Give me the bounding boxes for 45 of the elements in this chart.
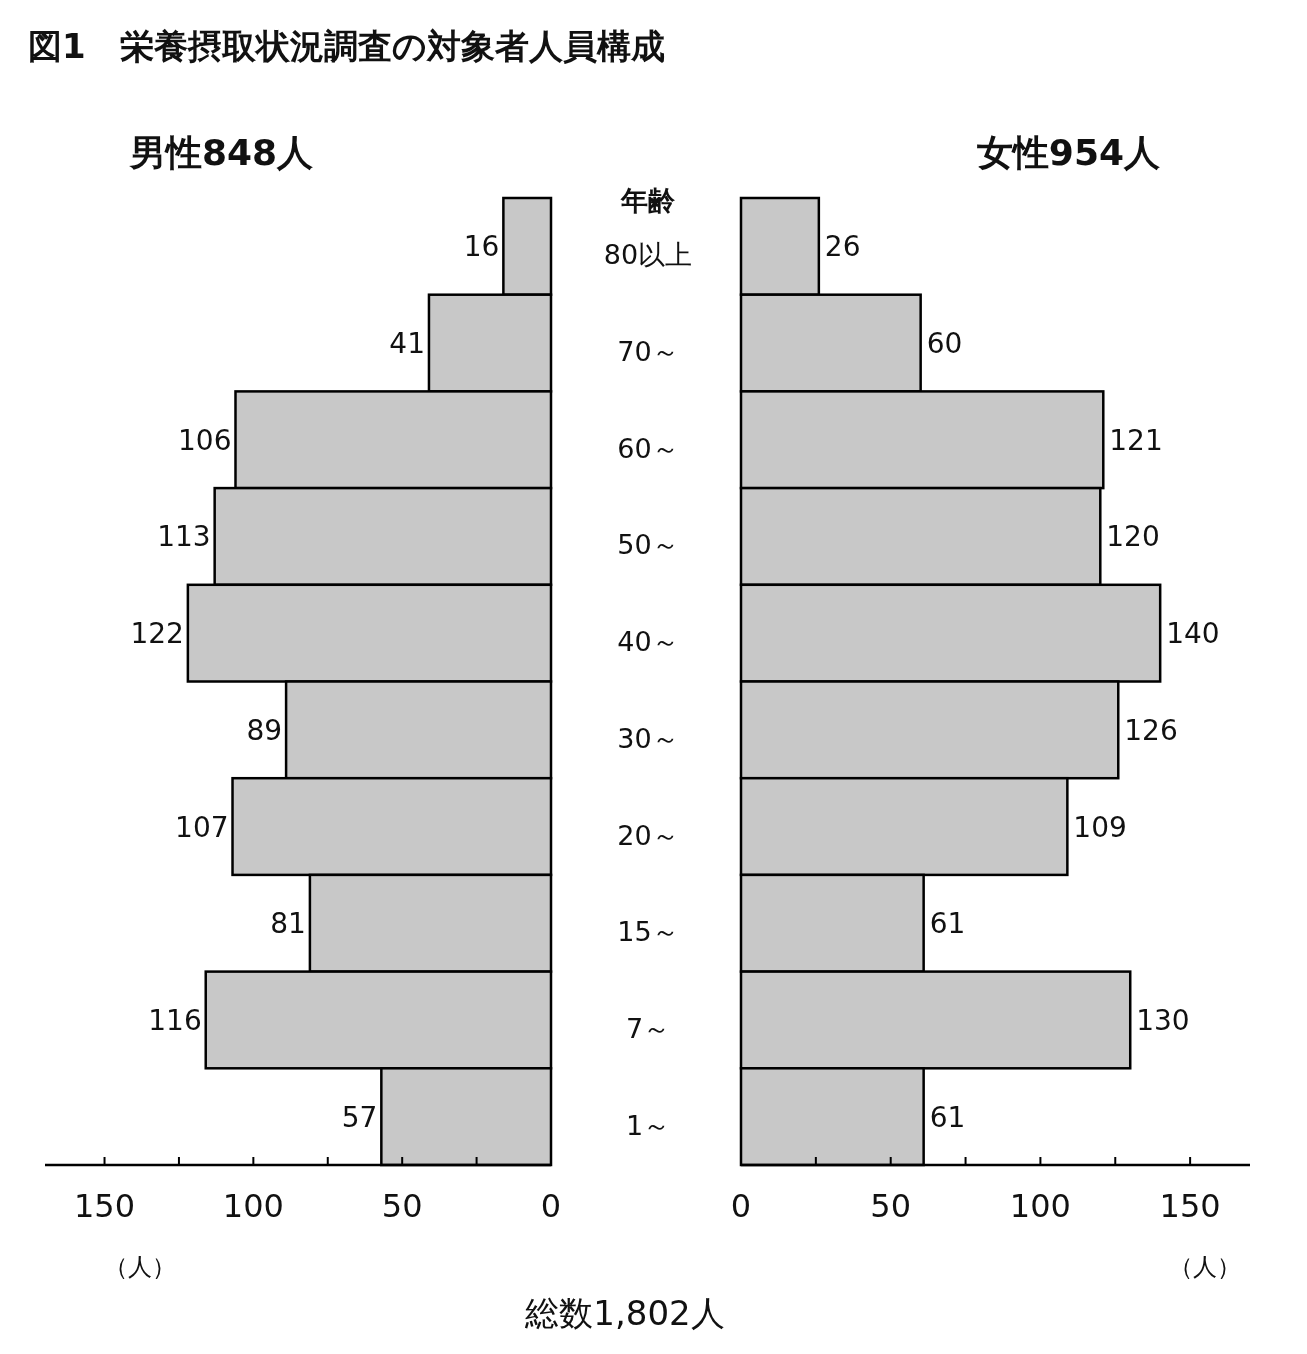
y-tick-label: 40～ xyxy=(617,626,679,658)
data-label: 60 xyxy=(926,327,963,361)
y-tick-label: 7～ xyxy=(625,1012,671,1044)
y-axis-title: 年齢 xyxy=(620,185,675,216)
chart-subtitle: 女性954人 xyxy=(976,132,1160,173)
data-label: 61 xyxy=(929,907,966,941)
chart-subtitle: 男性848人 xyxy=(129,132,314,173)
x-tick-label: 0 xyxy=(540,1187,562,1225)
x-tick-label: 150 xyxy=(73,1187,136,1225)
x-tick-label: 0 xyxy=(730,1187,752,1225)
data-label: 107 xyxy=(175,810,229,844)
y-tick-label: 50～ xyxy=(617,529,679,561)
data-label: 122 xyxy=(130,617,184,651)
x-tick-label: 50 xyxy=(870,1187,912,1225)
y-tick-label: 80以上 xyxy=(603,239,693,271)
x-axis-title: （人） xyxy=(104,1253,176,1281)
y-tick-label: 70～ xyxy=(617,336,679,368)
y-tick-label: 30～ xyxy=(617,722,679,754)
x-tick-label: 100 xyxy=(222,1187,284,1225)
data-label: 89 xyxy=(246,713,283,747)
data-label: 81 xyxy=(270,907,306,941)
data-label: 120 xyxy=(1106,520,1160,554)
text: 総数1,802人 xyxy=(524,1293,725,1333)
y-tick-label: 60～ xyxy=(617,432,679,464)
data-label: 57 xyxy=(341,1100,378,1134)
x-axis-title: （人） xyxy=(1169,1253,1241,1281)
y-tick-label: 1～ xyxy=(625,1109,671,1141)
data-label: 41 xyxy=(389,327,425,361)
data-label: 61 xyxy=(929,1100,966,1134)
x-tick-label: 150 xyxy=(1159,1187,1221,1225)
x-tick-label: 100 xyxy=(1009,1187,1071,1225)
y-tick-label: 15～ xyxy=(617,916,679,948)
data-label: 113 xyxy=(157,520,211,554)
data-label: 140 xyxy=(1166,617,1220,651)
data-label: 121 xyxy=(1109,423,1163,457)
data-label: 109 xyxy=(1073,810,1127,844)
data-label: 26 xyxy=(824,230,861,264)
data-label: 130 xyxy=(1136,1003,1190,1037)
data-label: 126 xyxy=(1124,713,1178,747)
x-tick-label: 50 xyxy=(381,1187,423,1225)
data-label: 116 xyxy=(148,1003,202,1037)
data-label: 106 xyxy=(178,423,232,457)
chart-title: 図1 栄養摂取状況調査の対象者人員構成 xyxy=(28,26,665,66)
data-label: 16 xyxy=(463,230,500,264)
y-tick-label: 20～ xyxy=(617,819,679,851)
